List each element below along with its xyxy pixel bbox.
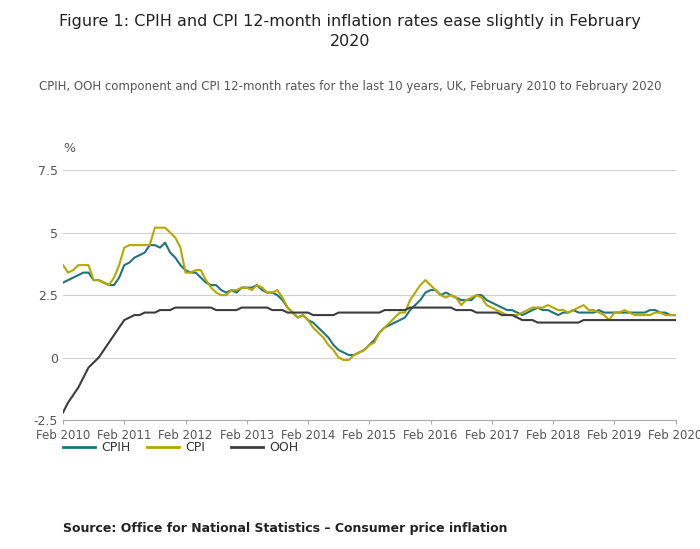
Text: CPI: CPI <box>186 441 205 454</box>
Text: OOH: OOH <box>270 441 299 454</box>
Text: %: % <box>63 142 75 155</box>
Text: Figure 1: CPIH and CPI 12-month inflation rates ease slightly in February
2020: Figure 1: CPIH and CPI 12-month inflatio… <box>59 14 641 48</box>
Text: CPIH: CPIH <box>102 441 131 454</box>
Text: CPIH, OOH component and CPI 12-month rates for the last 10 years, UK, February 2: CPIH, OOH component and CPI 12-month rat… <box>38 80 661 93</box>
Text: Source: Office for National Statistics – Consumer price inflation: Source: Office for National Statistics –… <box>63 522 508 535</box>
